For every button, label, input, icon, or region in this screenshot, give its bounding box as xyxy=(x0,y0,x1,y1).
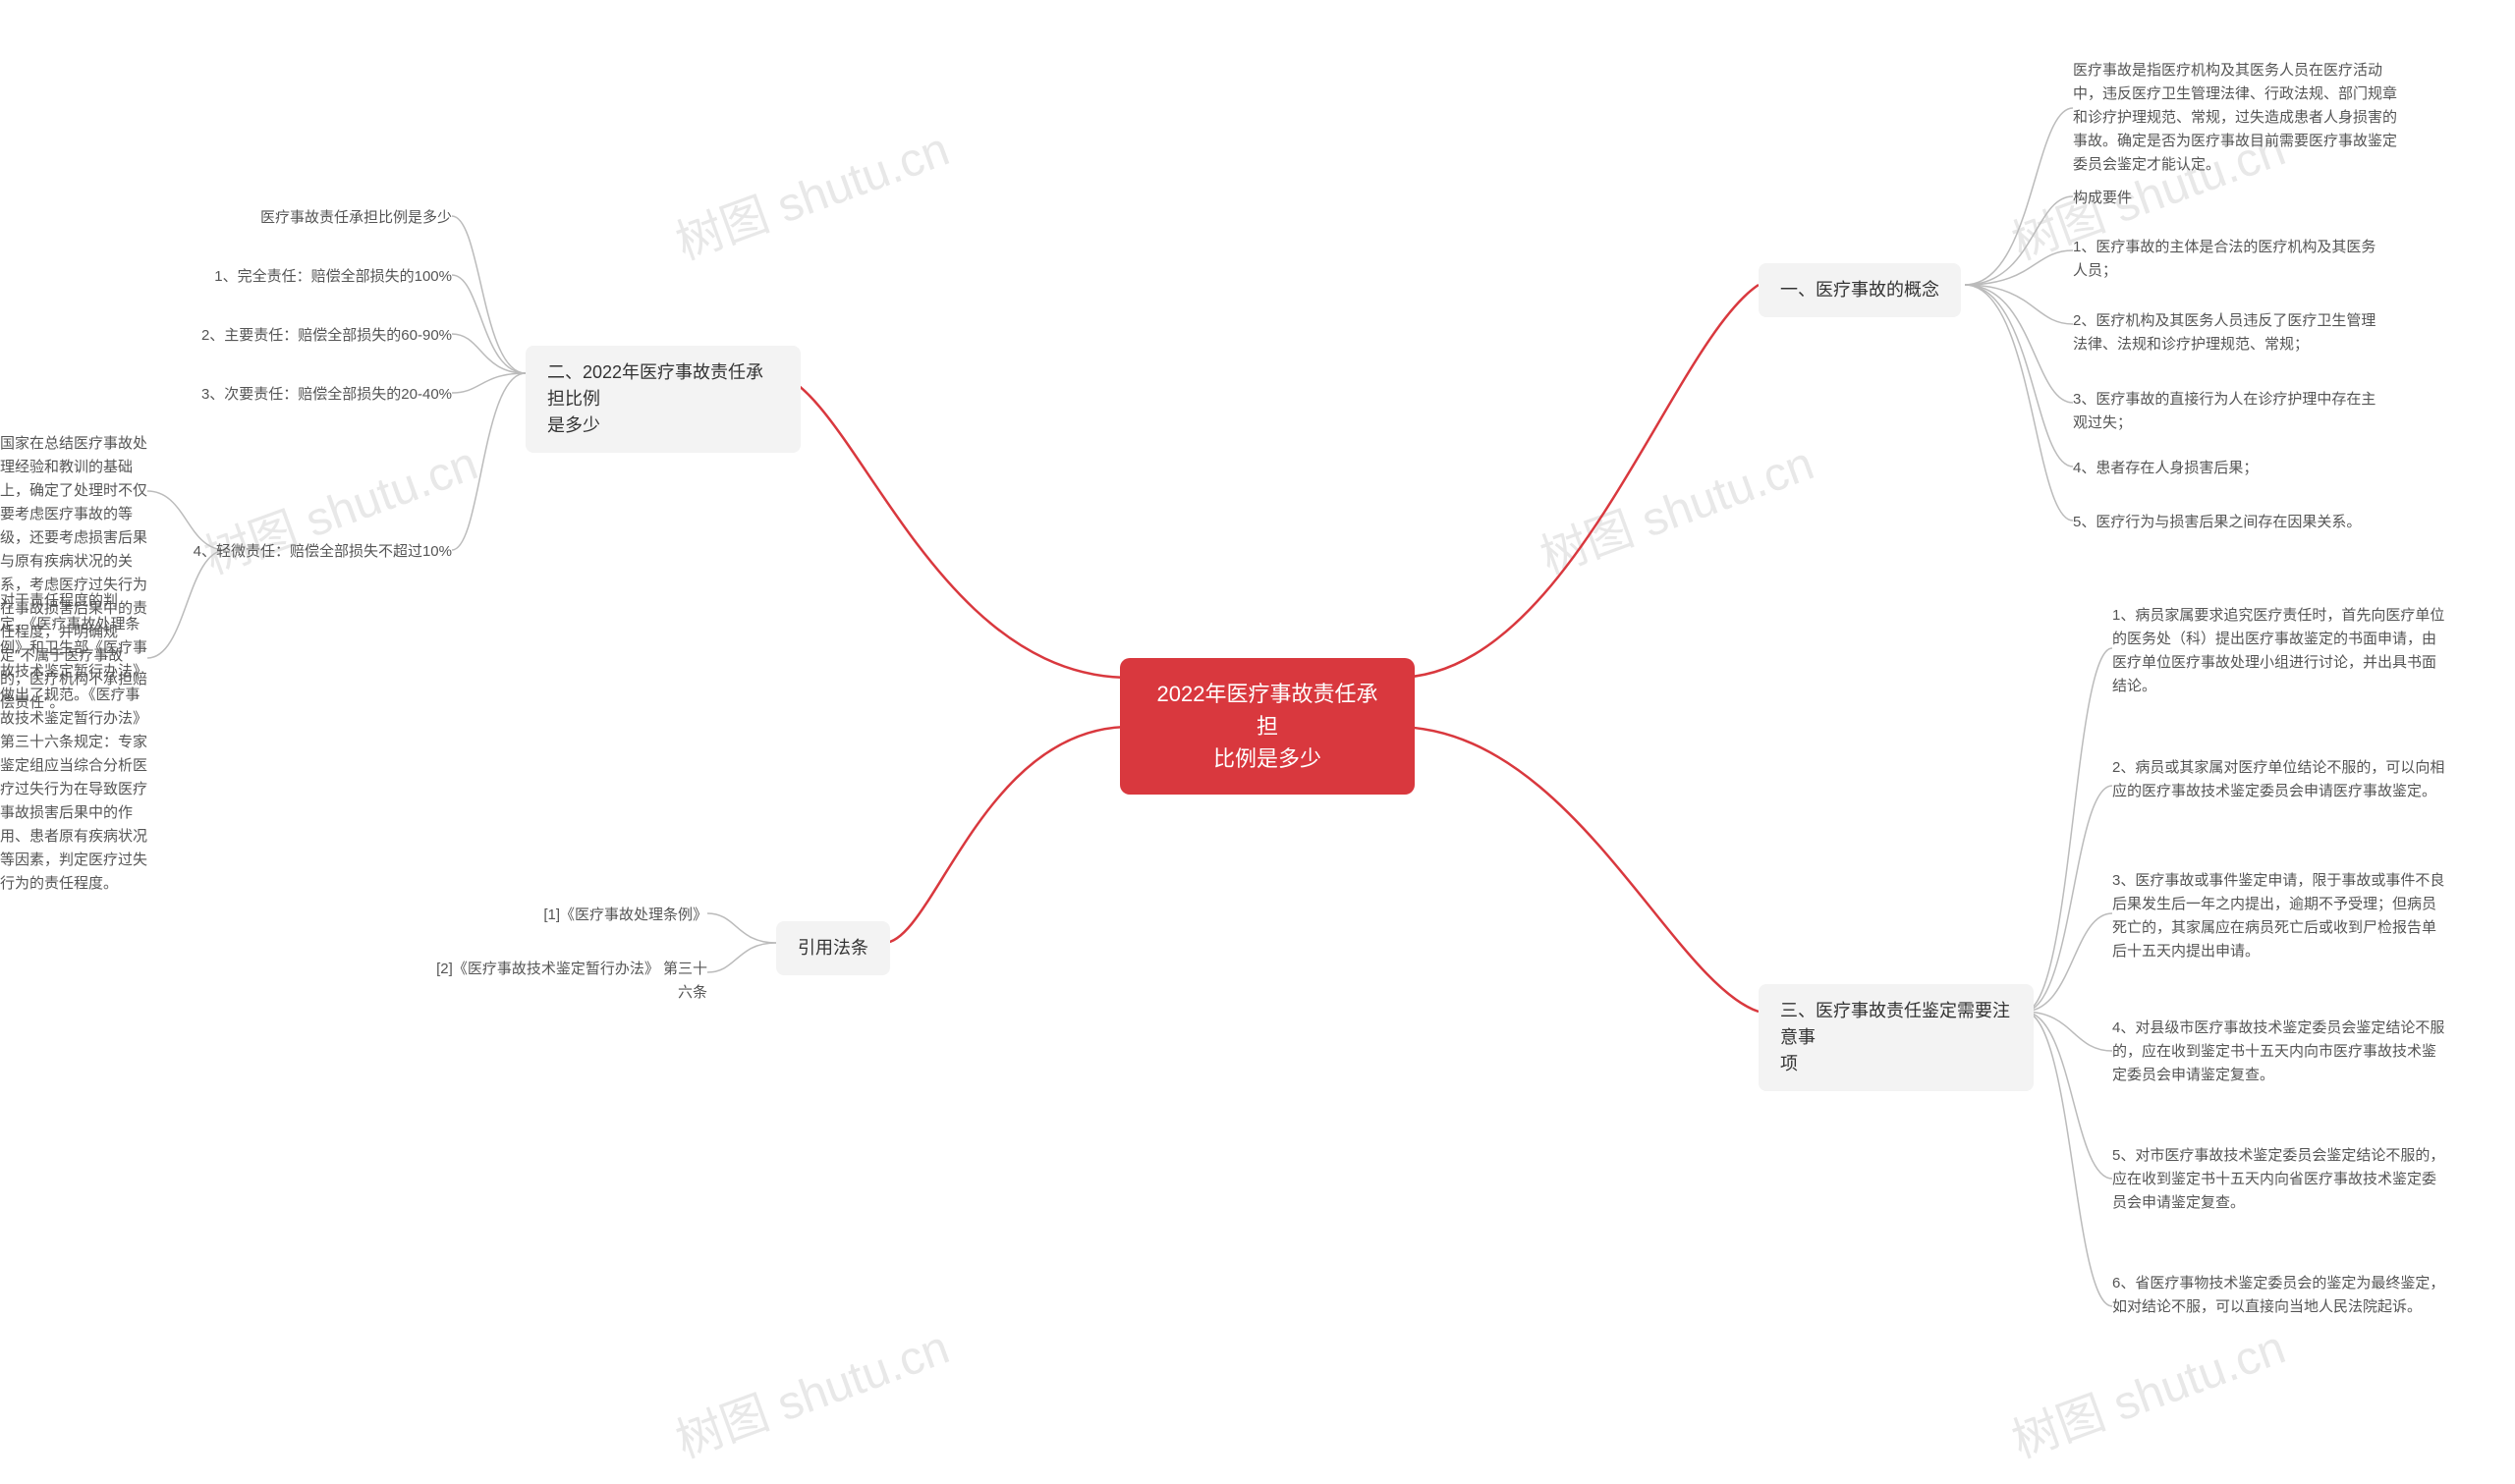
watermark: 树图 shutu.cn xyxy=(1530,424,1821,586)
branch-1-leaf-0: 医疗事故是指医疗机构及其医务人员在医疗活动中，违反医疗卫生管理法律、行政法规、部… xyxy=(2073,59,2407,177)
branch-4-leaf-1: [2]《医疗事故技术鉴定暂行办法》 第三十六条 xyxy=(432,958,707,1005)
branch-2-leaf-0: 医疗事故责任承担比例是多少 xyxy=(260,206,452,230)
branch-1-leaf-1: 构成要件 xyxy=(2073,187,2132,210)
branch-2-leaf-4: 4、轻微责任：赔偿全部损失不超过10% xyxy=(194,540,452,564)
branch-3-leaf-3: 4、对县级市医疗事故技术鉴定委员会鉴定结论不服的，应在收到鉴定书十五天内向市医疗… xyxy=(2112,1017,2446,1087)
branch-4-leaf-0: [1]《医疗事故处理条例》 xyxy=(543,904,707,927)
branch-3: 三、医疗事故责任鉴定需要注意事 项 xyxy=(1759,984,2034,1091)
branch-3-leaf-1: 2、病员或其家属对医疗单位结论不服的，可以向相应的医疗事故技术鉴定委员会申请医疗… xyxy=(2112,756,2446,803)
branch-1-label: 一、医疗事故的概念 xyxy=(1780,280,1939,300)
branch-3-leaf-2: 3、医疗事故或事件鉴定申请，限于事故或事件不良后果发生后一年之内提出，逾期不予受… xyxy=(2112,869,2446,963)
branch-4-label: 引用法条 xyxy=(798,938,868,958)
watermark: 树图 shutu.cn xyxy=(665,1308,957,1470)
branch-2-label-line2: 是多少 xyxy=(547,412,779,439)
branch-1-leaf-5: 4、患者存在人身损害后果； xyxy=(2073,457,2258,480)
center-node: 2022年医疗事故责任承担 比例是多少 xyxy=(1120,658,1415,795)
branch-3-leaf-5: 6、省医疗事物技术鉴定委员会的鉴定为最终鉴定，如对结论不服，可以直接向当地人民法… xyxy=(2112,1272,2446,1319)
branch-2: 二、2022年医疗事故责任承担比例 是多少 xyxy=(526,346,801,453)
branch-2-label-line1: 二、2022年医疗事故责任承担比例 xyxy=(547,359,779,412)
branch-2-leaf-3: 3、次要责任：赔偿全部损失的20-40% xyxy=(201,383,452,407)
center-title-line2: 比例是多少 xyxy=(1149,742,1385,775)
branch-2-leaf-1: 1、完全责任：赔偿全部损失的100% xyxy=(214,265,452,289)
watermark: 树图 shutu.cn xyxy=(665,110,957,272)
watermark: 树图 shutu.cn xyxy=(2001,1308,2293,1470)
branch-4: 引用法条 xyxy=(776,921,890,975)
branch-2-subleaf-1: 对于责任程度的判定，《医疗事故处理条例》和卫生部《医疗事故技术鉴定暂行办法》做出… xyxy=(0,589,147,896)
branch-3-label-line1: 三、医疗事故责任鉴定需要注意事 xyxy=(1780,998,2012,1051)
branch-2-leaf-2: 2、主要责任：赔偿全部损失的60-90% xyxy=(201,324,452,348)
branch-1-leaf-3: 2、医疗机构及其医务人员违反了医疗卫生管理法律、法规和诊疗护理规范、常规； xyxy=(2073,309,2387,357)
branch-1-leaf-4: 3、医疗事故的直接行为人在诊疗护理中存在主观过失； xyxy=(2073,388,2387,435)
branch-1-leaf-2: 1、医疗事故的主体是合法的医疗机构及其医务人员； xyxy=(2073,236,2387,283)
branch-3-leaf-0: 1、病员家属要求追究医疗责任时，首先向医疗单位的医务处（科）提出医疗事故鉴定的书… xyxy=(2112,604,2446,698)
branch-1-leaf-6: 5、医疗行为与损害后果之间存在因果关系。 xyxy=(2073,511,2361,534)
branch-3-leaf-4: 5、对市医疗事故技术鉴定委员会鉴定结论不服的，应在收到鉴定书十五天内向省医疗事故… xyxy=(2112,1144,2446,1215)
branch-3-label-line2: 项 xyxy=(1780,1051,2012,1077)
center-title-line1: 2022年医疗事故责任承担 xyxy=(1149,678,1385,742)
branch-1: 一、医疗事故的概念 xyxy=(1759,263,1961,317)
